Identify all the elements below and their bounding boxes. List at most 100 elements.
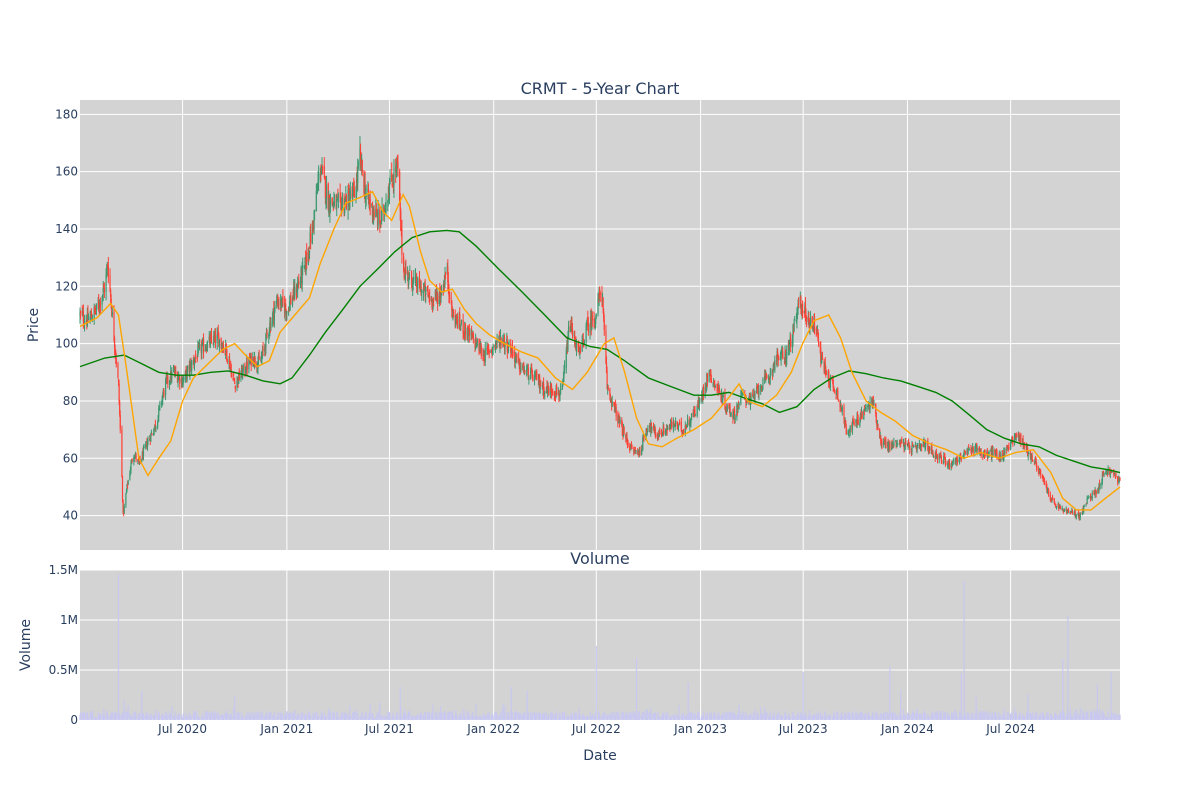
price-candle-body [688, 420, 690, 426]
volume-bar [722, 712, 724, 720]
volume-bar [115, 712, 117, 720]
price-candle-body [514, 352, 516, 363]
volume-bar [758, 717, 760, 720]
price-candle-body [764, 375, 766, 381]
volume-bar [698, 711, 700, 720]
price-candle-body [984, 453, 986, 457]
price-candle-body [145, 444, 147, 448]
volume-bar [734, 714, 736, 720]
price-candle-body [340, 195, 342, 200]
volume-bar [282, 716, 284, 720]
price-candle-body [375, 209, 378, 211]
price-candle-body [730, 414, 732, 415]
price-candle-body [1046, 486, 1048, 493]
volume-bar [512, 717, 514, 720]
price-candle-body [436, 294, 438, 297]
price-y-tick-label: 40 [63, 509, 78, 523]
price-candle-body [1109, 473, 1111, 475]
volume-bar [246, 712, 248, 720]
price-candle-body [893, 442, 895, 446]
price-candle-body [286, 311, 288, 314]
price-candle-body [134, 454, 137, 457]
price-candle-body [776, 351, 778, 361]
price-candle-body [879, 436, 881, 438]
price-candle-body [405, 266, 407, 274]
volume-bar [377, 711, 379, 720]
volume-bar [883, 712, 885, 720]
price-candle-body [297, 283, 299, 286]
volume-bar [440, 712, 443, 720]
price-candle-body [456, 320, 459, 327]
volume-bar [1067, 712, 1070, 720]
price-candle-body [440, 291, 443, 296]
price-candle-body [530, 369, 532, 372]
volume-bar [552, 713, 554, 720]
volume-bar [571, 713, 574, 720]
price-candle-body [851, 421, 854, 430]
price-candle-body [829, 379, 831, 387]
volume-bar [405, 714, 407, 720]
volume-bar [167, 714, 169, 720]
price-candle-body [468, 325, 470, 330]
volume-bar [341, 713, 344, 720]
price-candle-body [859, 422, 861, 427]
volume-bar [777, 713, 779, 720]
volume-bar [452, 715, 455, 720]
price-candle-body [547, 385, 549, 390]
volume-bar [364, 713, 366, 720]
price-candle-body [843, 406, 845, 420]
volume-bar [809, 714, 812, 720]
price-candle-body [191, 361, 193, 371]
price-candle-body [463, 333, 465, 335]
price-candle-body [595, 315, 597, 317]
price-candle-body [268, 334, 270, 337]
price-candle-body [344, 203, 346, 213]
price-candle-body [668, 427, 671, 429]
price-candle-body [126, 484, 128, 490]
price-candle-body [1027, 455, 1029, 457]
price-candle-body [367, 189, 370, 200]
price-candle-body [1059, 506, 1062, 510]
price-candle-body [932, 455, 935, 457]
price-candle-body [1046, 490, 1049, 492]
price-candle-body [118, 383, 120, 402]
price-candle-body [539, 376, 541, 389]
price-candle-body [736, 404, 738, 418]
price-candle-body [510, 343, 512, 353]
price-candle-body [157, 415, 159, 423]
price-candle-body [690, 419, 692, 424]
price-candle-body [371, 204, 374, 216]
price-candle-body [722, 398, 724, 403]
price-candle-body [244, 364, 246, 373]
price-candle-body [153, 427, 155, 432]
price-candle-body [347, 189, 349, 211]
volume-bar [145, 711, 147, 720]
price-candle-body [737, 403, 739, 410]
price-candle-body [341, 204, 343, 214]
volume-bar [214, 711, 217, 720]
volume-bar [774, 717, 776, 720]
volume-bar [540, 713, 542, 720]
price-candle-body [282, 296, 284, 304]
volume-bar [496, 714, 498, 720]
price-candle-body [85, 321, 87, 323]
price-candle-body [1101, 481, 1103, 486]
price-candle-body [252, 357, 255, 366]
volume-bar [432, 704, 434, 720]
price-candle-body [646, 431, 648, 433]
price-candle-body [1081, 508, 1084, 515]
price-candle-body [921, 444, 923, 448]
price-candle-body [182, 378, 184, 385]
price-candle-body [258, 355, 260, 360]
price-candle-body [451, 300, 453, 311]
price-candle-body [130, 459, 133, 465]
volume-bar [119, 715, 121, 720]
price-candle-body [372, 213, 374, 218]
price-candle-body [1106, 470, 1108, 472]
price-candle-body [117, 379, 120, 384]
price-candle-body [980, 450, 982, 456]
volume-bar [928, 717, 931, 720]
price-candle-body [113, 312, 115, 340]
volume-bar [1013, 707, 1016, 720]
volume-bar [845, 714, 847, 720]
